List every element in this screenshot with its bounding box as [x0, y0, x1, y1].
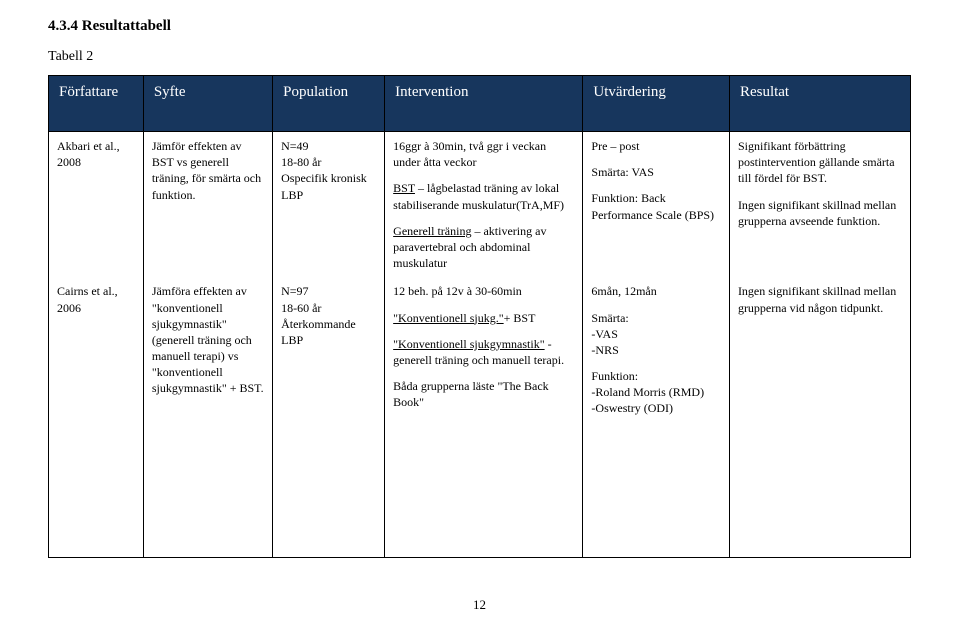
pop-age: 18-60 år: [281, 301, 321, 315]
col-header-population: Population: [273, 76, 385, 132]
pop-n: N=97: [281, 284, 308, 298]
intervention-label: Generell träning: [393, 224, 471, 238]
eval-line: Smärta: VAS: [591, 164, 721, 180]
cell-population: N=97 18-60 år Återkommande LBP: [273, 277, 385, 557]
eval-line: Funktion:: [591, 369, 638, 383]
eval-line: -Roland Morris (RMD): [591, 385, 704, 399]
intervention-line: Båda grupperna läste "The Back Book": [393, 378, 574, 410]
eval-line: Smärta:: [591, 311, 628, 325]
cell-evaluation: 6mån, 12mån Smärta: -VAS -NRS Funktion: …: [583, 277, 730, 557]
intervention-label: "Konventionell sjukg.": [393, 311, 503, 325]
eval-line: Funktion: Back Performance Scale (BPS): [591, 190, 721, 222]
intervention-rest: – lågbelastad träning av lokal stabilise…: [393, 181, 564, 211]
cell-intervention: 16ggr à 30min, två ggr i veckan under åt…: [385, 132, 583, 278]
col-header-evaluation: Utvärdering: [583, 76, 730, 132]
pop-dx: Återkommande LBP: [281, 317, 356, 347]
col-header-purpose: Syfte: [143, 76, 272, 132]
table-row: Cairns et al., 2006 Jämföra effekten av …: [49, 277, 911, 557]
eval-line: 6mån, 12mån: [591, 283, 721, 299]
col-header-result: Resultat: [729, 76, 910, 132]
section-heading: 4.3.4 Resultattabell: [48, 18, 911, 35]
intervention-line: 12 beh. på 12v à 30-60min: [393, 283, 574, 299]
result-line: Signifikant förbättring postintervention…: [738, 138, 902, 187]
cell-author: Cairns et al., 2006: [49, 277, 144, 557]
table-row: Akbari et al., 2008 Jämför effekten av B…: [49, 132, 911, 278]
cell-purpose: Jämför effekten av BST vs generell träni…: [143, 132, 272, 278]
intervention-label: BST: [393, 181, 415, 195]
cell-author: Akbari et al., 2008: [49, 132, 144, 278]
cell-evaluation: Pre – post Smärta: VAS Funktion: Back Pe…: [583, 132, 730, 278]
result-line: Ingen signifikant skillnad mellan gruppe…: [738, 283, 902, 315]
table-header-row: Författare Syfte Population Intervention…: [49, 76, 911, 132]
intervention-rest: + BST: [504, 311, 536, 325]
cell-result: Signifikant förbättring postintervention…: [729, 132, 910, 278]
eval-line: Pre – post: [591, 138, 721, 154]
cell-population: N=49 18-80 år Ospecifik kronisk LBP: [273, 132, 385, 278]
cell-intervention: 12 beh. på 12v à 30-60min "Konventionell…: [385, 277, 583, 557]
eval-line: -NRS: [591, 343, 618, 357]
pop-age: 18-80 år: [281, 155, 321, 169]
result-line: Ingen signifikant skillnad mellan gruppe…: [738, 197, 902, 229]
intervention-label: "Konventionell sjukgymnastik": [393, 337, 544, 351]
cell-purpose: Jämföra effekten av "konventionell sjukg…: [143, 277, 272, 557]
document-page: 4.3.4 Resultattabell Tabell 2 Författare…: [0, 0, 959, 621]
eval-line: -VAS: [591, 327, 617, 341]
col-header-intervention: Intervention: [385, 76, 583, 132]
pop-n: N=49: [281, 139, 308, 153]
eval-line: -Oswestry (ODI): [591, 401, 673, 415]
intervention-line: 16ggr à 30min, två ggr i veckan under åt…: [393, 138, 574, 170]
cell-result: Ingen signifikant skillnad mellan gruppe…: [729, 277, 910, 557]
col-header-author: Författare: [49, 76, 144, 132]
results-table: Författare Syfte Population Intervention…: [48, 75, 911, 558]
page-number: 12: [0, 597, 959, 613]
table-label: Tabell 2: [48, 49, 911, 65]
pop-dx: Ospecifik kronisk LBP: [281, 171, 367, 201]
